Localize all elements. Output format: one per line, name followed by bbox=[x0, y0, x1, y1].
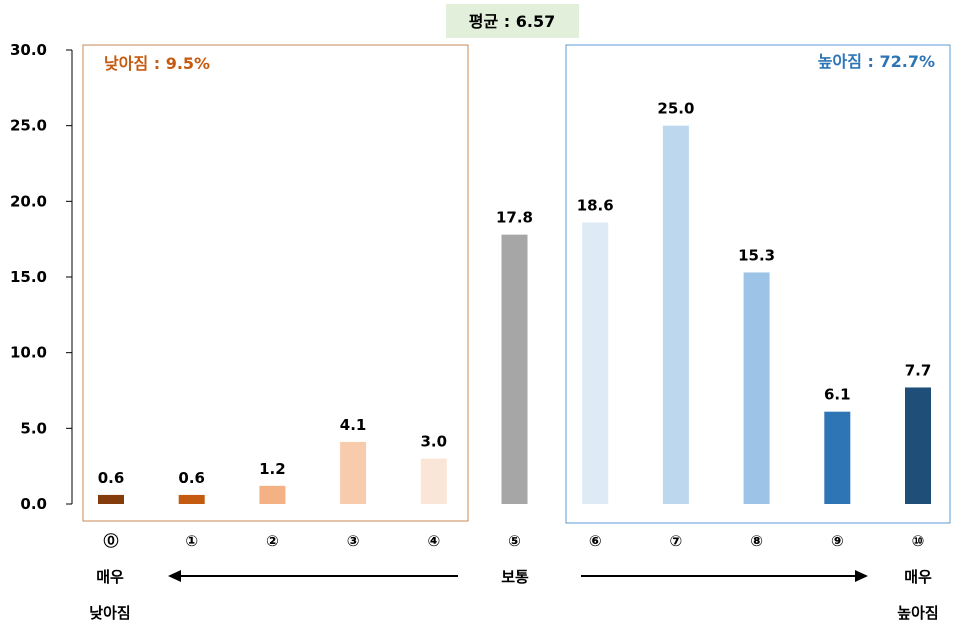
bar-5 bbox=[501, 234, 528, 505]
category-label-7: ⑦ bbox=[670, 532, 683, 550]
average-badge-bg bbox=[446, 4, 579, 38]
y-tick-label: 25.0 bbox=[10, 117, 47, 135]
value-label-5: 17.8 bbox=[496, 209, 533, 227]
value-label-8: 15.3 bbox=[738, 246, 775, 264]
category-labels-group: ⓪ ① ② ③ ④ ⑤ ⑥ ⑦ ⑧ ⑨ ⑩ bbox=[103, 532, 924, 550]
bar-4 bbox=[420, 458, 447, 504]
y-tick-label: 30.0 bbox=[10, 41, 47, 59]
category-label-3: ③ bbox=[347, 532, 360, 550]
left-end-label-line1: 매우 bbox=[96, 568, 124, 586]
bar-10 bbox=[905, 387, 931, 504]
lower-group-box bbox=[82, 44, 469, 522]
left-end-label-line2: 낮아짐 bbox=[89, 604, 130, 622]
value-label-9: 6.1 bbox=[824, 386, 851, 404]
right-end-label-line1: 매우 bbox=[904, 568, 932, 586]
value-label-1: 0.6 bbox=[178, 469, 205, 487]
value-label-3: 4.1 bbox=[340, 416, 367, 434]
category-label-5: ⑤ bbox=[508, 532, 521, 550]
category-label-6: ⑥ bbox=[589, 532, 602, 550]
y-tick-label: 15.0 bbox=[10, 268, 47, 286]
category-label-1: ① bbox=[185, 532, 198, 550]
right-end-label-line2: 높아짐 bbox=[897, 604, 938, 622]
bars-group bbox=[98, 125, 931, 505]
value-label-6: 18.6 bbox=[577, 197, 614, 215]
middle-label: 보통 bbox=[501, 568, 529, 586]
higher-group-label: 높아짐 : 72.7% bbox=[818, 52, 935, 71]
lower-group-label: 낮아짐 : 9.5% bbox=[104, 54, 210, 73]
bar-0 bbox=[98, 494, 124, 504]
y-axis-ticks: 0.0 5.0 10.0 15.0 20.0 25.0 30.0 bbox=[10, 41, 72, 513]
bar-1 bbox=[178, 494, 205, 504]
bar-8 bbox=[743, 272, 770, 504]
higher-group-box bbox=[565, 44, 951, 524]
y-tick-label: 10.0 bbox=[10, 344, 47, 362]
category-label-9: ⑨ bbox=[831, 532, 844, 550]
value-label-2: 1.2 bbox=[259, 460, 286, 478]
y-tick-label: 5.0 bbox=[20, 419, 47, 437]
value-label-10: 7.7 bbox=[905, 361, 932, 379]
value-label-7: 25.0 bbox=[657, 100, 694, 118]
bar-2 bbox=[259, 485, 286, 504]
y-tick-label: 0.0 bbox=[20, 495, 47, 513]
category-label-10: ⑩ bbox=[912, 532, 925, 550]
bar-3 bbox=[340, 441, 367, 504]
average-label: 평균 : 6.57 bbox=[469, 12, 555, 31]
y-tick-label: 20.0 bbox=[10, 192, 47, 210]
category-label-4: ④ bbox=[427, 532, 440, 550]
bar-6 bbox=[582, 222, 609, 504]
category-label-2: ② bbox=[266, 532, 279, 550]
category-label-0: ⓪ bbox=[103, 532, 118, 550]
value-labels-group: 0.6 0.6 1.2 4.1 3.0 17.8 18.6 25.0 15.3 6.1 7.7 bbox=[98, 100, 932, 487]
bar-7 bbox=[662, 125, 689, 505]
value-label-0: 0.6 bbox=[98, 469, 125, 487]
right-arrow-head bbox=[855, 570, 868, 582]
value-label-4: 3.0 bbox=[421, 433, 448, 451]
left-arrow-head bbox=[168, 570, 181, 582]
category-label-8: ⑧ bbox=[750, 532, 763, 550]
bar-9 bbox=[824, 411, 851, 504]
